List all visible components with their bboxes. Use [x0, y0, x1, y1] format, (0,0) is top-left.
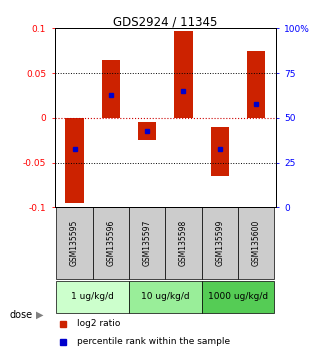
- Bar: [65, 118, 83, 203]
- Text: percentile rank within the sample: percentile rank within the sample: [77, 337, 230, 346]
- Text: log2 ratio: log2 ratio: [77, 319, 120, 328]
- Bar: [211, 127, 229, 176]
- Text: 1 ug/kg/d: 1 ug/kg/d: [71, 292, 114, 301]
- Bar: [56, 281, 129, 313]
- Bar: [129, 207, 165, 279]
- Bar: [129, 281, 202, 313]
- Bar: [247, 51, 265, 118]
- Title: GDS2924 / 11345: GDS2924 / 11345: [113, 15, 218, 28]
- Bar: [138, 122, 156, 140]
- Bar: [102, 59, 120, 118]
- Text: GSM135595: GSM135595: [70, 220, 79, 266]
- Bar: [202, 281, 274, 313]
- Text: GSM135596: GSM135596: [106, 220, 115, 266]
- Bar: [174, 31, 193, 118]
- Bar: [238, 207, 274, 279]
- Bar: [56, 207, 93, 279]
- Text: dose: dose: [10, 310, 33, 320]
- Text: GSM135598: GSM135598: [179, 220, 188, 266]
- Text: GSM135599: GSM135599: [215, 220, 224, 266]
- Bar: [202, 207, 238, 279]
- Text: 10 ug/kg/d: 10 ug/kg/d: [141, 292, 190, 301]
- Text: ▶: ▶: [35, 310, 43, 320]
- Text: GSM135597: GSM135597: [143, 220, 152, 266]
- Text: GSM135600: GSM135600: [252, 220, 261, 266]
- Text: 1000 ug/kg/d: 1000 ug/kg/d: [208, 292, 268, 301]
- Bar: [93, 207, 129, 279]
- Bar: [165, 207, 202, 279]
